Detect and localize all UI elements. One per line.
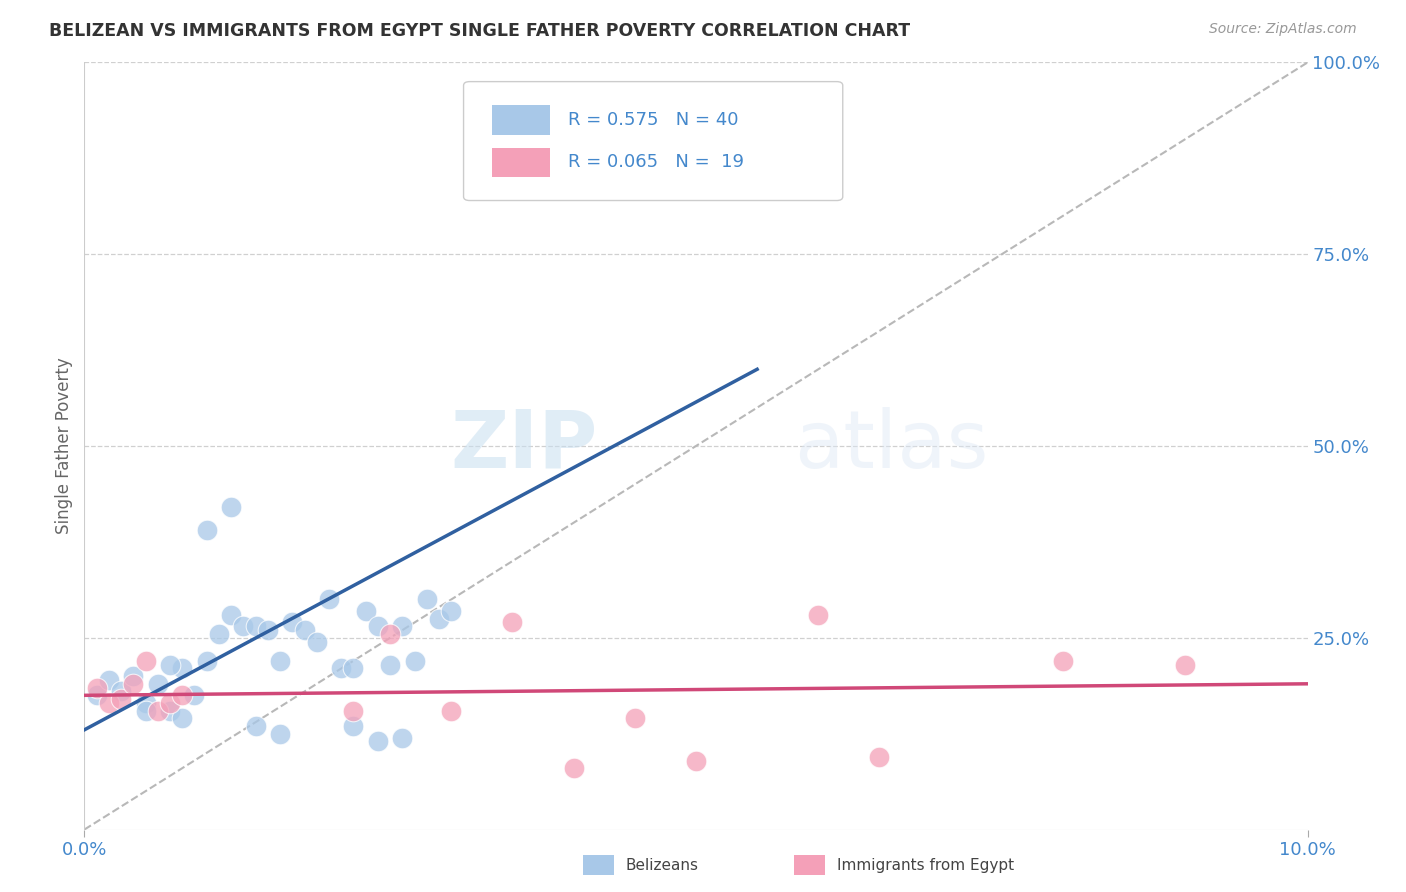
Text: atlas: atlas (794, 407, 988, 485)
FancyBboxPatch shape (492, 147, 550, 177)
Point (135, 654, 157, 668)
Point (135, 696, 157, 710)
Point (97, 696, 120, 710)
Point (427, 612, 450, 626)
Point (257, 623, 280, 637)
Point (146, 677, 169, 691)
Point (135, 704, 157, 718)
Text: Immigrants from Egypt: Immigrants from Egypt (837, 858, 1014, 872)
Point (122, 669, 145, 683)
Point (367, 734, 389, 748)
Text: R = 0.575   N = 40: R = 0.575 N = 40 (568, 111, 738, 129)
Point (146, 704, 169, 718)
Point (172, 661, 194, 675)
Point (294, 623, 316, 637)
Point (1052, 654, 1074, 668)
Point (391, 619, 413, 633)
Point (195, 524, 218, 538)
Point (318, 592, 340, 607)
Point (122, 677, 145, 691)
Point (232, 619, 254, 633)
Point (305, 634, 328, 648)
Point (208, 627, 231, 641)
Point (86, 689, 108, 703)
Point (624, 711, 647, 725)
Point (1174, 657, 1197, 672)
Point (159, 696, 181, 710)
Point (110, 692, 132, 706)
Point (183, 689, 205, 703)
Point (502, 615, 524, 630)
Point (172, 689, 194, 703)
Point (380, 657, 402, 672)
Point (330, 661, 353, 675)
Point (807, 607, 830, 622)
Point (342, 661, 364, 675)
Point (380, 627, 402, 641)
Point (562, 761, 585, 775)
Point (391, 731, 413, 745)
Text: Source: ZipAtlas.com: Source: ZipAtlas.com (1209, 22, 1357, 37)
Point (245, 719, 267, 733)
Point (269, 726, 291, 740)
Point (404, 654, 426, 668)
Point (869, 749, 891, 764)
Point (219, 607, 242, 622)
Point (367, 619, 389, 633)
Point (219, 500, 242, 515)
FancyBboxPatch shape (492, 105, 550, 135)
Point (97, 673, 120, 687)
Text: Belizeans: Belizeans (626, 858, 699, 872)
Point (281, 615, 304, 630)
Point (440, 604, 463, 618)
Point (86, 681, 108, 695)
Point (245, 619, 267, 633)
Point (172, 711, 194, 725)
Point (159, 704, 181, 718)
Point (440, 704, 463, 718)
Point (159, 657, 181, 672)
Point (354, 604, 377, 618)
Point (685, 754, 707, 768)
Y-axis label: Single Father Poverty: Single Father Poverty (55, 358, 73, 534)
Text: ZIP: ZIP (451, 407, 598, 485)
Text: R = 0.065   N =  19: R = 0.065 N = 19 (568, 153, 744, 171)
FancyBboxPatch shape (464, 81, 842, 201)
Point (342, 704, 364, 718)
Text: BELIZEAN VS IMMIGRANTS FROM EGYPT SINGLE FATHER POVERTY CORRELATION CHART: BELIZEAN VS IMMIGRANTS FROM EGYPT SINGLE… (49, 22, 910, 40)
Point (342, 719, 364, 733)
Point (416, 592, 439, 607)
Point (110, 684, 132, 698)
Point (195, 654, 218, 668)
Point (269, 654, 291, 668)
